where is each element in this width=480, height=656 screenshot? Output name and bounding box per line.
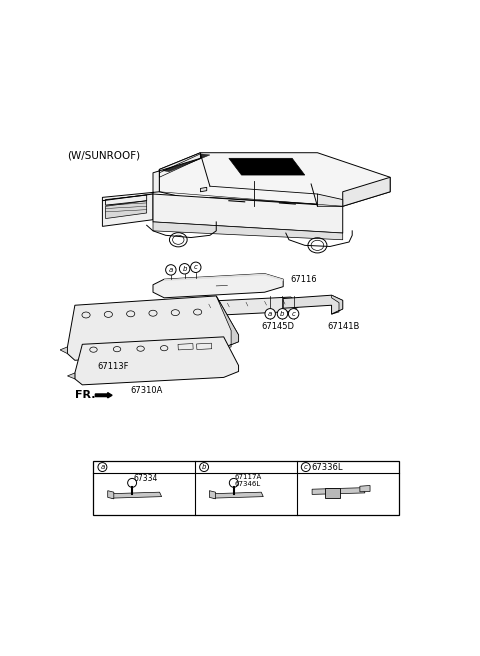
Text: 67310A: 67310A — [131, 386, 163, 396]
Polygon shape — [153, 222, 343, 239]
Polygon shape — [360, 485, 370, 492]
Polygon shape — [214, 492, 264, 498]
Bar — [94, 461, 398, 516]
Circle shape — [166, 264, 176, 275]
Text: 67141B: 67141B — [328, 322, 360, 331]
Circle shape — [301, 462, 310, 472]
Polygon shape — [108, 491, 114, 499]
Text: a: a — [169, 267, 173, 273]
Polygon shape — [283, 295, 343, 314]
Polygon shape — [209, 491, 216, 499]
FancyArrow shape — [96, 393, 112, 398]
Text: c: c — [194, 264, 198, 270]
Text: 67113F: 67113F — [97, 362, 129, 371]
Text: a: a — [100, 464, 105, 470]
Text: 67117A
67346L: 67117A 67346L — [235, 474, 262, 487]
Polygon shape — [153, 274, 283, 298]
Polygon shape — [60, 347, 67, 354]
Text: FR.: FR. — [75, 390, 96, 400]
Circle shape — [277, 308, 288, 319]
Bar — [178, 344, 193, 350]
Text: c: c — [292, 311, 296, 317]
Polygon shape — [75, 337, 239, 385]
Text: b: b — [280, 311, 285, 317]
Polygon shape — [201, 188, 207, 192]
Polygon shape — [332, 295, 343, 314]
Bar — [325, 489, 340, 498]
Polygon shape — [312, 487, 365, 495]
Polygon shape — [198, 297, 298, 316]
Circle shape — [200, 462, 208, 472]
Polygon shape — [229, 158, 305, 175]
Bar — [197, 343, 212, 350]
Text: 67336L: 67336L — [312, 462, 343, 472]
Polygon shape — [317, 194, 343, 206]
Circle shape — [98, 462, 107, 472]
Text: b: b — [182, 266, 187, 272]
Circle shape — [288, 308, 299, 319]
Text: (W/SUNROOF): (W/SUNROOF) — [67, 151, 141, 161]
Circle shape — [191, 262, 201, 272]
Text: a: a — [268, 311, 272, 317]
Text: b: b — [202, 464, 206, 470]
Polygon shape — [153, 194, 343, 233]
Circle shape — [128, 478, 137, 487]
Text: 67116: 67116 — [290, 276, 317, 285]
Polygon shape — [164, 274, 283, 281]
Polygon shape — [67, 296, 239, 360]
Polygon shape — [102, 194, 153, 226]
Circle shape — [265, 308, 276, 319]
Text: 67145D: 67145D — [261, 322, 294, 331]
Polygon shape — [102, 153, 201, 201]
Polygon shape — [216, 296, 239, 350]
Polygon shape — [163, 154, 210, 172]
Circle shape — [180, 264, 190, 274]
Circle shape — [229, 478, 238, 487]
Polygon shape — [67, 373, 75, 379]
Polygon shape — [106, 201, 147, 218]
Polygon shape — [159, 153, 390, 206]
Polygon shape — [112, 492, 162, 498]
Polygon shape — [343, 177, 390, 206]
Text: 67334: 67334 — [133, 474, 157, 483]
Text: c: c — [304, 464, 308, 470]
